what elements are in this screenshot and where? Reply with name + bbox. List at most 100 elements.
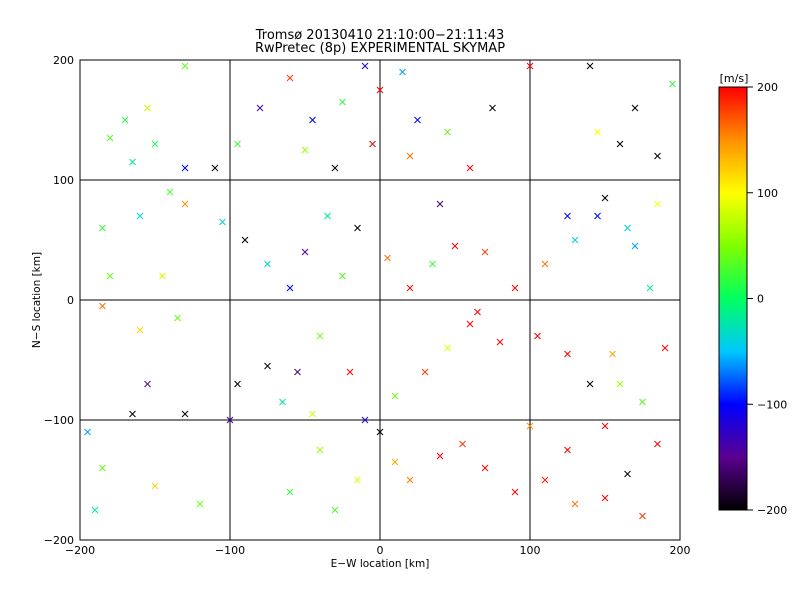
y-tick-label: −100	[44, 414, 74, 427]
data-point-x	[316, 332, 324, 340]
data-point-x	[279, 398, 286, 406]
data-point-x	[151, 482, 159, 490]
data-point-x	[406, 152, 414, 160]
data-point-x	[196, 500, 204, 508]
data-point-x	[474, 308, 481, 316]
data-point-x	[339, 98, 346, 106]
data-point-x	[511, 284, 519, 292]
data-point-x	[136, 212, 144, 220]
data-point-x	[594, 128, 601, 136]
data-point-x	[564, 212, 571, 220]
x-axis-label: E−W location [km]	[331, 558, 430, 570]
data-point-x	[354, 224, 361, 232]
data-point-x	[654, 152, 661, 160]
data-point-x	[466, 164, 474, 172]
data-point-x	[99, 464, 106, 472]
data-point-x	[316, 446, 324, 454]
data-point-x	[429, 260, 436, 268]
data-point-x	[541, 260, 549, 268]
data-point-x	[594, 212, 601, 220]
data-point-x	[631, 104, 639, 112]
data-point-x	[241, 236, 249, 244]
data-point-x	[346, 368, 354, 376]
y-tick-label: 100	[53, 174, 74, 187]
data-point-x	[564, 446, 571, 454]
data-point-x	[106, 272, 114, 280]
data-point-x	[609, 350, 616, 358]
data-point-x	[451, 242, 459, 250]
data-point-x	[414, 116, 421, 124]
data-point-x	[421, 368, 429, 376]
data-point-x	[144, 380, 151, 388]
data-point-x	[639, 512, 646, 520]
data-point-x	[631, 242, 639, 250]
data-point-x	[571, 236, 579, 244]
data-point-x	[444, 128, 451, 136]
data-point-x	[654, 440, 661, 448]
data-point-x	[496, 338, 504, 346]
chart-subtitle: RwPretec (8p) EXPERIMENTAL SKYMAP	[255, 41, 505, 56]
x-tick-label: 100	[520, 544, 541, 557]
data-point-x	[331, 164, 339, 172]
colorbar	[718, 86, 748, 511]
colorbar-tick-label: −200	[757, 504, 787, 517]
data-point-x	[226, 416, 234, 424]
data-point-x	[264, 362, 271, 370]
data-point-x	[444, 344, 451, 352]
data-point-x	[181, 62, 189, 70]
data-points	[84, 62, 676, 520]
data-point-x	[129, 410, 136, 418]
data-point-x	[354, 476, 361, 484]
data-point-x	[181, 164, 189, 172]
data-point-x	[84, 428, 91, 436]
data-point-x	[159, 272, 166, 280]
data-point-x	[616, 380, 624, 388]
data-point-x	[624, 470, 631, 478]
data-point-x	[234, 140, 241, 148]
y-tick-label: −200	[44, 534, 74, 547]
data-point-x	[211, 164, 219, 172]
data-point-x	[586, 62, 594, 70]
data-point-x	[264, 260, 271, 268]
colorbar-tick-label: 0	[757, 293, 764, 306]
colorbar-tick-label: 100	[757, 187, 778, 200]
data-point-x	[399, 68, 406, 76]
data-point-x	[391, 458, 399, 466]
data-point-x	[646, 284, 654, 292]
data-point-x	[436, 452, 444, 460]
data-point-x	[99, 224, 106, 232]
data-point-x	[166, 188, 174, 196]
data-point-x	[181, 200, 189, 208]
data-point-x	[384, 254, 391, 262]
data-point-x	[436, 200, 444, 208]
data-point-x	[526, 62, 534, 70]
data-point-x	[376, 428, 384, 436]
data-point-x	[466, 320, 474, 328]
data-point-x	[601, 422, 609, 430]
data-point-x	[511, 488, 519, 496]
colorbar-ticks: 200 100 0 −100 −200	[747, 81, 787, 517]
data-point-x	[376, 86, 384, 94]
data-point-x	[481, 464, 489, 472]
data-point-x	[234, 380, 241, 388]
data-point-x	[144, 104, 151, 112]
data-point-x	[99, 302, 106, 310]
data-point-x	[309, 116, 316, 124]
data-point-x	[361, 416, 369, 424]
data-point-x	[669, 80, 676, 88]
x-tick-label: −100	[215, 544, 245, 557]
data-point-x	[151, 140, 159, 148]
data-point-x	[586, 380, 594, 388]
data-point-x	[624, 224, 631, 232]
data-point-x	[331, 506, 339, 514]
data-point-x	[661, 344, 669, 352]
data-point-x	[601, 494, 609, 502]
data-point-x	[601, 194, 609, 202]
x-tick-label: 200	[670, 544, 691, 557]
data-point-x	[526, 422, 534, 430]
data-point-x	[639, 398, 646, 406]
colorbar-tick-label: 200	[757, 81, 778, 94]
grid-lines	[80, 60, 680, 540]
data-point-x	[301, 248, 309, 256]
